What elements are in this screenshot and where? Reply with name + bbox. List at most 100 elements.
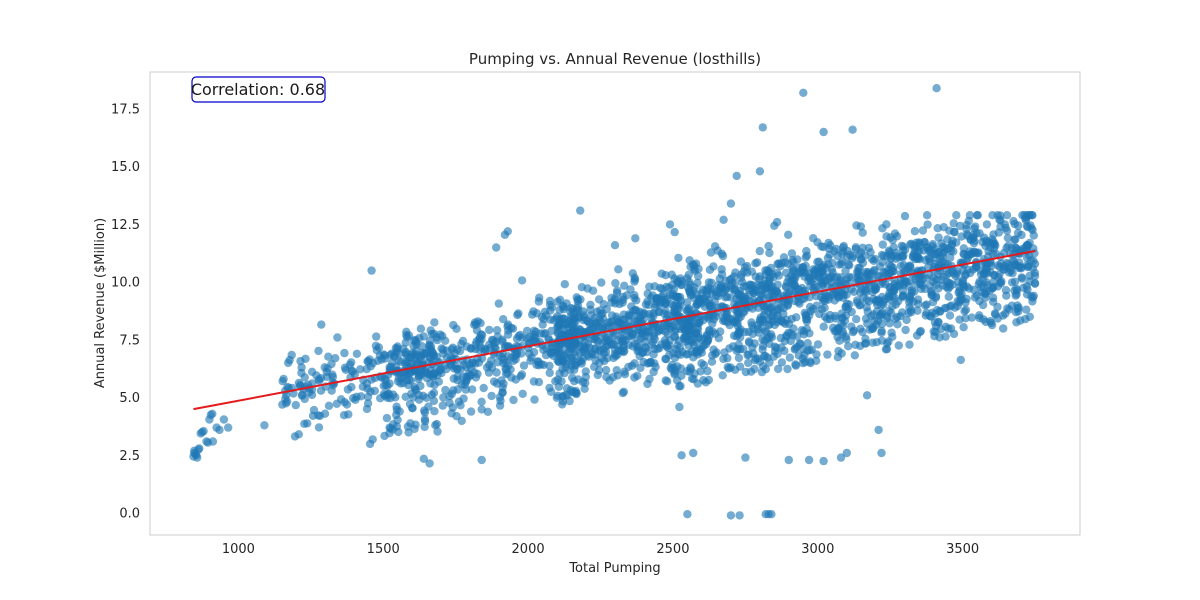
data-point: [955, 221, 965, 231]
data-point: [805, 329, 814, 338]
data-point: [620, 370, 630, 379]
data-point: [477, 405, 486, 414]
data-point: [394, 374, 404, 383]
data-point: [734, 353, 744, 363]
data-point: [827, 265, 837, 274]
data-point: [770, 221, 779, 230]
data-point: [395, 407, 404, 416]
data-point: [717, 270, 727, 279]
data-point: [851, 340, 860, 349]
data-point: [508, 324, 518, 333]
data-point: [294, 430, 303, 439]
data-point: [686, 325, 695, 335]
data-point: [995, 215, 1004, 224]
data-point: [971, 222, 980, 231]
data-point: [853, 298, 862, 307]
data-point: [837, 349, 846, 358]
data-point: [817, 242, 826, 251]
data-point: [961, 271, 970, 280]
data-point: [689, 448, 698, 458]
data-point: [683, 510, 692, 519]
data-point: [640, 309, 649, 318]
data-point: [535, 293, 544, 302]
data-point: [789, 276, 799, 285]
data-point: [324, 352, 333, 361]
data-point: [950, 227, 959, 237]
data-point: [877, 326, 886, 336]
data-point: [783, 301, 792, 310]
data-point: [613, 371, 622, 380]
data-point: [344, 410, 353, 419]
data-point: [685, 277, 694, 287]
data-point: [477, 397, 486, 406]
data-point: [990, 309, 1000, 318]
data-point: [768, 317, 778, 326]
data-point: [663, 343, 673, 353]
data-point: [467, 385, 477, 394]
data-point: [307, 367, 317, 376]
data-point: [356, 365, 365, 374]
data-point: [291, 400, 300, 410]
data-point: [553, 391, 562, 400]
fit-line-group: [193, 249, 1036, 411]
data-point: [614, 265, 623, 274]
y-tick-label: 2.5: [119, 449, 140, 464]
data-point: [601, 365, 611, 375]
data-point: [586, 300, 595, 309]
data-point: [801, 357, 810, 367]
data-point: [946, 253, 955, 262]
data-point: [862, 295, 871, 304]
data-point: [630, 373, 639, 382]
data-point: [761, 365, 770, 374]
data-point: [986, 318, 996, 328]
data-point: [887, 265, 896, 275]
data-point: [459, 360, 468, 370]
data-point: [602, 372, 611, 382]
data-point: [1005, 264, 1014, 273]
annotation-text: Correlation: 0.68: [191, 80, 325, 99]
data-point: [787, 249, 797, 258]
data-point: [408, 393, 418, 402]
data-point: [534, 357, 543, 366]
data-point: [764, 241, 773, 251]
data-point: [507, 373, 516, 382]
data-point: [967, 313, 976, 322]
data-point: [723, 362, 732, 372]
data-point: [705, 265, 715, 274]
data-point: [819, 322, 828, 331]
data-point: [583, 317, 593, 326]
data-point: [900, 245, 910, 255]
data-point: [779, 309, 788, 319]
data-point: [836, 453, 846, 462]
data-point: [1029, 231, 1039, 240]
data-point: [709, 315, 719, 324]
data-point: [441, 385, 450, 395]
data-point: [643, 327, 653, 336]
data-point: [676, 364, 686, 373]
data-point: [637, 326, 646, 336]
data-point: [844, 300, 854, 309]
data-point: [1019, 283, 1028, 292]
data-point: [761, 510, 770, 519]
data-point: [852, 315, 861, 324]
data-point: [345, 360, 355, 369]
data-point: [819, 127, 828, 137]
data-point: [489, 377, 499, 386]
data-point: [975, 311, 984, 320]
data-point: [1002, 291, 1011, 300]
data-point: [687, 374, 697, 383]
data-point: [421, 367, 430, 377]
data-point: [847, 273, 856, 282]
data-point: [363, 399, 373, 408]
data-point: [788, 263, 797, 272]
data-point: [820, 303, 829, 313]
data-point: [981, 241, 990, 251]
data-point: [878, 240, 887, 249]
data-point: [405, 375, 414, 384]
data-point: [676, 324, 685, 334]
data-point: [978, 274, 987, 284]
data-point: [949, 219, 958, 228]
data-point: [789, 324, 798, 333]
data-point: [504, 342, 513, 351]
data-point: [915, 327, 925, 337]
